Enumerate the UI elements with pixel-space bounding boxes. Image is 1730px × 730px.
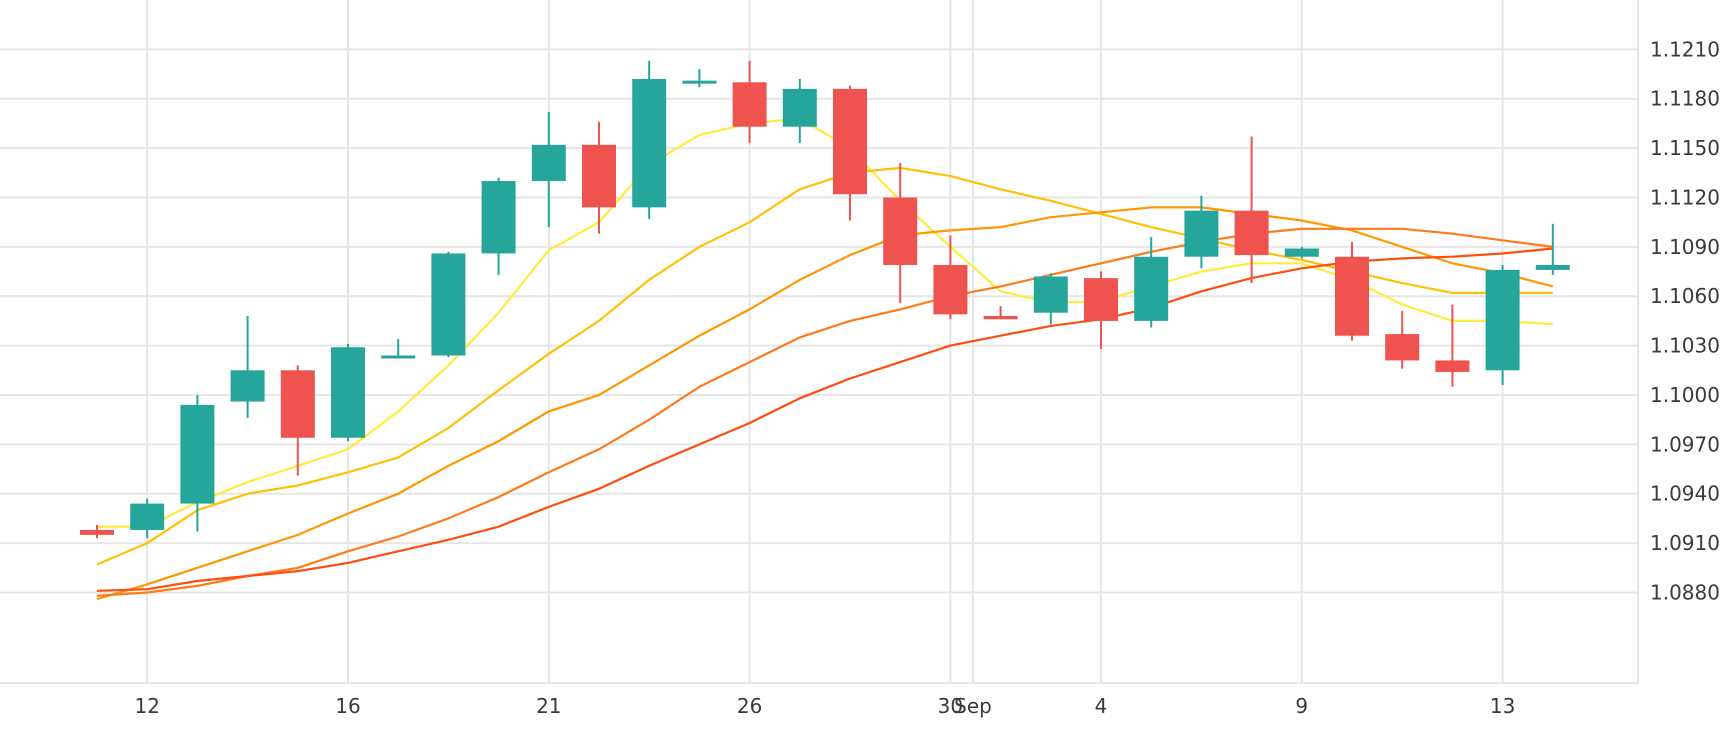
candle: [883, 162, 918, 303]
y-tick-label: 1.1090: [1650, 235, 1720, 259]
candle: [130, 498, 165, 539]
candle-body: [1084, 278, 1118, 321]
candle: [582, 121, 616, 234]
candle-body: [1134, 256, 1169, 321]
candle-body: [833, 88, 867, 195]
moving-average-line: [96, 227, 1553, 597]
candle: [1033, 273, 1068, 325]
moving-average-line: [96, 206, 1554, 601]
candle-body: [983, 315, 1018, 320]
candle-body: [130, 503, 165, 530]
candle: [632, 60, 667, 219]
x-tick-label: 9: [1295, 694, 1308, 718]
candle-body: [280, 370, 315, 438]
candle-body: [1435, 360, 1470, 372]
y-axis: 1.0880 1.0910 1.0940 1.0970 1.1000 1.1030 1.10…: [1650, 37, 1720, 604]
candle-body: [883, 197, 918, 265]
x-tick-label: 30: [938, 694, 963, 718]
candle: [1284, 246, 1319, 259]
candle: [531, 111, 566, 228]
candle-body: [1234, 210, 1269, 256]
candle: [1335, 241, 1369, 341]
x-tick-label: 4: [1095, 694, 1108, 718]
candle: [381, 339, 416, 359]
candle: [1084, 271, 1118, 349]
candle: [1535, 223, 1570, 275]
candle: [280, 365, 315, 476]
candle: [230, 315, 265, 419]
moving-average-lines: [96, 117, 1554, 601]
x-tick-label: 16: [335, 694, 360, 718]
x-tick-label: 12: [134, 694, 159, 718]
y-tick-label: 1.0940: [1650, 482, 1720, 506]
candle: [682, 69, 717, 88]
candle-body: [431, 253, 466, 356]
candle: [80, 525, 114, 539]
candle: [331, 343, 365, 442]
candle: [1234, 136, 1269, 284]
y-tick-label: 1.1150: [1650, 136, 1720, 160]
candle-body: [80, 529, 114, 535]
candle-body: [1284, 248, 1319, 257]
candle: [782, 78, 817, 144]
candle: [732, 60, 767, 144]
moving-average-line: [96, 247, 1553, 592]
y-tick-label: 1.0880: [1650, 580, 1720, 604]
candle-body: [1033, 276, 1068, 313]
candle: [833, 85, 867, 221]
candle-body: [1385, 334, 1420, 361]
candle-body: [782, 88, 817, 127]
candle: [983, 306, 1018, 320]
candle-body: [732, 82, 767, 127]
candle-body: [180, 404, 215, 504]
candle-body: [582, 144, 616, 208]
candle: [481, 177, 516, 275]
x-tick-label: 21: [536, 694, 561, 718]
y-tick-label: 1.1000: [1650, 383, 1720, 407]
candle-body: [331, 347, 365, 438]
candle-body: [1485, 269, 1520, 371]
candle-body: [1535, 264, 1570, 270]
y-tick-label: 1.0970: [1650, 432, 1720, 456]
y-tick-label: 1.1060: [1650, 284, 1720, 308]
y-tick-label: 1.1210: [1650, 37, 1720, 61]
candle-body: [632, 78, 667, 208]
candle-body: [1184, 210, 1219, 257]
y-tick-label: 1.0910: [1650, 531, 1720, 555]
candle-body: [531, 144, 566, 182]
grid: [0, 0, 1639, 684]
candle: [1134, 236, 1169, 328]
y-tick-label: 1.1120: [1650, 185, 1720, 209]
candle-body: [682, 80, 717, 84]
moving-average-line: [96, 166, 1553, 566]
candle: [1485, 264, 1520, 386]
candle: [1435, 304, 1470, 387]
x-tick-label: 13: [1490, 694, 1515, 718]
candle-body: [381, 355, 416, 359]
candle-body: [1335, 256, 1369, 336]
moving-average-line: [97, 117, 1553, 528]
candle: [180, 394, 215, 532]
candle: [933, 235, 968, 320]
candle: [1184, 195, 1219, 269]
y-tick-label: 1.1030: [1650, 334, 1720, 358]
candles: [80, 60, 1570, 539]
candle: [1385, 311, 1420, 369]
y-tick-label: 1.1180: [1650, 87, 1720, 111]
x-tick-label: Sep: [954, 694, 992, 718]
candle-body: [933, 264, 968, 315]
x-tick-label: 26: [737, 694, 762, 718]
candle: [431, 251, 466, 358]
candle-body: [230, 370, 265, 402]
candle-body: [481, 181, 516, 254]
